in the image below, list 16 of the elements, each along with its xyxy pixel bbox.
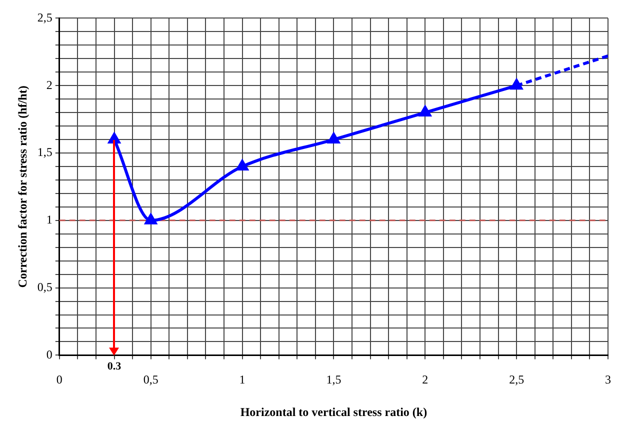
y-tick-label: 1,5 (37, 145, 52, 160)
y-tick-label: 2 (46, 78, 52, 92)
x-tick-label: 1,5 (326, 372, 342, 387)
x-tick-label: 2,5 (509, 372, 524, 387)
x-tick-label: 0,5 (143, 372, 158, 387)
y-tick-label: 2,5 (37, 10, 52, 24)
x-axis-title: Horizontal to vertical stress ratio (k) (240, 404, 428, 419)
annotation: 0.3 (107, 360, 122, 373)
y-tick-label: 0,5 (37, 280, 52, 294)
y-tick-label: 1 (46, 212, 52, 227)
x-tick-label: 3 (605, 372, 611, 387)
x-tick-label: 1 (239, 372, 246, 387)
y-tick-label: 0 (46, 347, 52, 362)
y-axis-title: Correction factor for stress ratio (hf/ht) (15, 86, 30, 288)
x-tick-label: 0 (56, 372, 62, 387)
x-tick-label: 2 (422, 372, 428, 387)
